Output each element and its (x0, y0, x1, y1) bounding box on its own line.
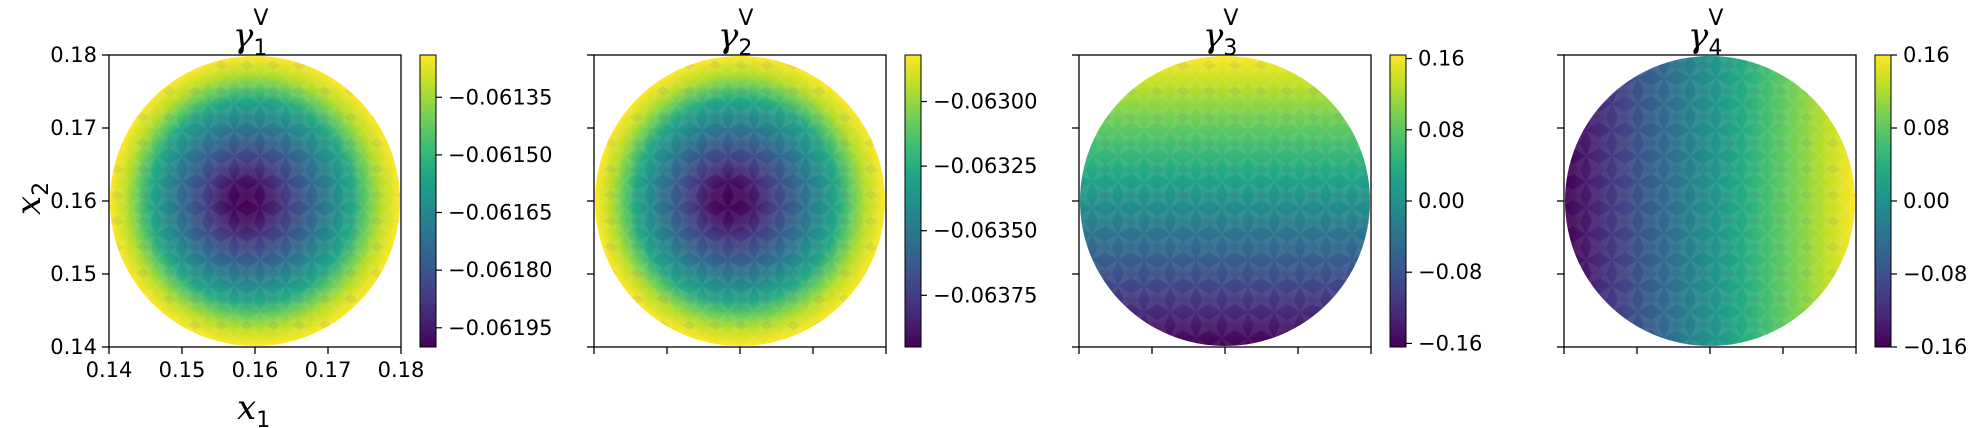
panel-title-3: γ3V (1203, 6, 1238, 61)
colorbar-gradient (419, 54, 437, 348)
panel-3: γ3V 0.16 0.08 0.00 −0.08 −0.16 (1072, 6, 1482, 355)
colorbar-4: 0.16 0.08 0.00 −0.08 −0.16 (1874, 43, 1967, 359)
panel-4: γ4V 0.16 0.08 0.00 −0.08 −0.16 (1557, 6, 1967, 359)
colorbar-tick-label: −0.06195 (448, 316, 552, 340)
x-tick-label: 0.17 (305, 358, 352, 382)
y-axis-label: x2 (9, 182, 54, 215)
colorbar-tick-label: −0.16 (1903, 335, 1967, 359)
colorbar-tick-label: 0.00 (1903, 189, 1950, 213)
colorbar-tick-label: −0.06325 (933, 154, 1037, 178)
heatmap-texture-4 (1565, 56, 1855, 346)
y-tick-label: 0.16 (50, 189, 97, 213)
colorbar-gradient (1389, 54, 1407, 348)
colorbar-tick-label: 0.16 (1418, 47, 1465, 71)
y-tick-label: 0.15 (50, 262, 97, 286)
colorbar-tick-label: 0.08 (1903, 116, 1950, 140)
panel-title-2: γ2V (718, 6, 753, 61)
colorbar-tick-label: 0.08 (1418, 118, 1465, 142)
colorbar-tick-label: −0.06180 (448, 258, 552, 282)
colorbar-tick-label: −0.06150 (448, 143, 552, 167)
panel-title-1: γ1V (233, 6, 268, 61)
x-axis-label: x1 (237, 388, 270, 428)
colorbar-tick-label: −0.08 (1903, 262, 1967, 286)
panel-title-4: γ4V (1688, 6, 1723, 61)
colorbar-gradient (1874, 54, 1892, 348)
x-tick-label: 0.16 (232, 358, 279, 382)
colorbar-tick-label: −0.06135 (448, 85, 552, 109)
colorbar-tick-label: 0.00 (1418, 189, 1465, 213)
y-tick-label: 0.18 (50, 43, 97, 67)
colorbar-tick-label: −0.06350 (933, 219, 1037, 243)
colorbar-tick-label: −0.06165 (448, 201, 552, 225)
x-tick-label: 0.15 (159, 358, 206, 382)
y-tick-label: 0.17 (50, 116, 97, 140)
x-tick-label: 0.18 (378, 358, 425, 382)
colorbar-2: −0.06300 −0.06325 −0.06350 −0.06375 (904, 54, 1037, 348)
x-tick-label: 0.14 (86, 358, 133, 382)
panel-2: γ2V −0.06300 −0.06325 −0.06350 −0.06375 (587, 6, 1037, 354)
colorbar-3: 0.16 0.08 0.00 −0.08 −0.16 (1389, 47, 1482, 355)
colorbar-tick-label: 0.16 (1903, 43, 1950, 67)
colorbar-tick-label: −0.16 (1418, 331, 1482, 355)
heatmap-texture-3 (1080, 56, 1370, 346)
heatmap-texture-2 (595, 56, 885, 346)
heatmap-texture-1 (110, 56, 400, 346)
colorbar-tick-label: −0.08 (1418, 260, 1482, 284)
colorbar-tick-label: −0.06300 (933, 90, 1037, 114)
colorbar-1: −0.06135 −0.06150 −0.06165 −0.06180 −0.06195 (419, 54, 552, 348)
colorbar-gradient (904, 54, 922, 348)
y-tick-label: 0.14 (50, 335, 97, 359)
colorbar-tick-label: −0.06375 (933, 283, 1037, 307)
panel-1: 0.140.14 0.15 0.15 0.16 0.16 0.17 0.17 0.18 0.18… (9, 6, 552, 428)
